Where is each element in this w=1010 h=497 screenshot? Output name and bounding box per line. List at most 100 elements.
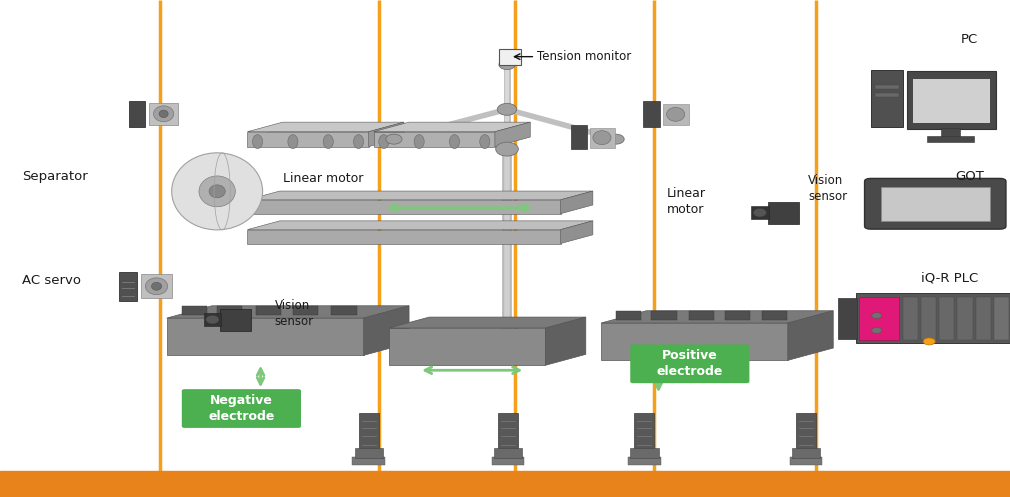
Bar xyxy=(856,293,1010,343)
Ellipse shape xyxy=(209,185,225,198)
Polygon shape xyxy=(167,306,409,318)
Bar xyxy=(858,297,899,340)
Bar xyxy=(643,101,660,127)
Text: Linear motor: Linear motor xyxy=(283,172,364,185)
Bar xyxy=(628,457,661,465)
Polygon shape xyxy=(247,129,530,138)
Bar xyxy=(725,311,750,320)
Bar xyxy=(921,297,936,340)
Bar xyxy=(355,448,383,458)
Text: iQ-R PLC: iQ-R PLC xyxy=(921,272,978,285)
Ellipse shape xyxy=(497,103,517,115)
Ellipse shape xyxy=(608,134,624,144)
Ellipse shape xyxy=(923,338,935,345)
Bar xyxy=(796,413,816,450)
Bar xyxy=(359,413,379,450)
FancyBboxPatch shape xyxy=(865,178,1006,229)
Polygon shape xyxy=(247,221,593,230)
Ellipse shape xyxy=(354,135,364,149)
Ellipse shape xyxy=(497,347,517,359)
Polygon shape xyxy=(247,191,593,200)
Text: GOT: GOT xyxy=(955,170,984,183)
FancyBboxPatch shape xyxy=(182,389,301,428)
Ellipse shape xyxy=(667,107,685,121)
Bar xyxy=(256,306,281,315)
Polygon shape xyxy=(247,230,561,244)
Ellipse shape xyxy=(872,328,882,333)
Bar xyxy=(689,311,714,320)
Polygon shape xyxy=(601,311,833,323)
Bar xyxy=(751,206,769,219)
Ellipse shape xyxy=(199,176,235,207)
Bar xyxy=(129,101,145,127)
Polygon shape xyxy=(545,317,586,365)
Bar xyxy=(499,49,521,65)
Ellipse shape xyxy=(386,134,402,144)
Bar xyxy=(634,413,654,450)
Ellipse shape xyxy=(496,142,518,156)
Ellipse shape xyxy=(152,282,162,290)
Polygon shape xyxy=(247,132,369,147)
Bar xyxy=(293,306,318,315)
Bar xyxy=(927,136,974,142)
Bar xyxy=(220,309,251,331)
Polygon shape xyxy=(374,132,495,147)
Polygon shape xyxy=(495,122,530,147)
Bar xyxy=(498,413,518,450)
Bar xyxy=(939,297,954,340)
Ellipse shape xyxy=(288,135,298,149)
Text: Negative
electrode: Negative electrode xyxy=(208,394,275,423)
Bar xyxy=(903,297,918,340)
Bar xyxy=(616,311,641,320)
Bar xyxy=(331,306,357,315)
Ellipse shape xyxy=(449,135,460,149)
Bar xyxy=(994,297,1009,340)
Bar xyxy=(907,71,996,129)
Text: Separator: Separator xyxy=(22,170,88,183)
Polygon shape xyxy=(561,221,593,244)
Text: Positive
electrode: Positive electrode xyxy=(656,349,723,378)
Polygon shape xyxy=(788,311,833,360)
Bar xyxy=(871,70,903,127)
Bar xyxy=(0,471,1010,497)
Polygon shape xyxy=(389,328,545,365)
Bar xyxy=(875,93,899,97)
Ellipse shape xyxy=(480,135,490,149)
Bar xyxy=(352,457,385,465)
Ellipse shape xyxy=(379,135,389,149)
Bar xyxy=(204,313,221,326)
FancyBboxPatch shape xyxy=(630,344,749,383)
Bar xyxy=(881,187,990,221)
Bar xyxy=(762,311,787,320)
Ellipse shape xyxy=(154,106,174,122)
Bar xyxy=(149,103,178,125)
Polygon shape xyxy=(561,191,593,214)
Polygon shape xyxy=(374,122,530,132)
Polygon shape xyxy=(247,122,404,132)
Ellipse shape xyxy=(593,131,611,145)
Bar xyxy=(571,125,587,149)
Text: Tension monitor: Tension monitor xyxy=(537,50,631,63)
Ellipse shape xyxy=(323,135,333,149)
Bar xyxy=(976,297,991,340)
Text: Vision
sensor: Vision sensor xyxy=(275,299,314,328)
Bar xyxy=(957,297,973,340)
Text: AC servo: AC servo xyxy=(22,274,81,287)
Ellipse shape xyxy=(414,135,424,149)
Bar xyxy=(182,306,207,315)
Bar xyxy=(141,274,172,298)
Bar xyxy=(492,457,524,465)
Ellipse shape xyxy=(252,135,263,149)
Ellipse shape xyxy=(160,110,168,118)
Bar xyxy=(792,448,820,458)
Polygon shape xyxy=(167,318,364,355)
Text: PC: PC xyxy=(961,33,979,46)
Bar xyxy=(630,448,659,458)
Bar xyxy=(875,85,899,89)
Bar xyxy=(838,298,857,339)
Polygon shape xyxy=(364,306,409,355)
Ellipse shape xyxy=(753,208,767,217)
Bar xyxy=(913,79,990,123)
Ellipse shape xyxy=(145,278,168,295)
Bar xyxy=(941,128,960,137)
